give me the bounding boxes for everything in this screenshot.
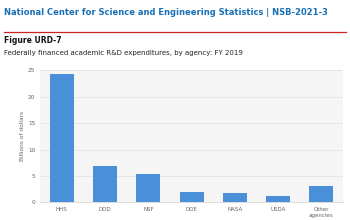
Bar [50,74,74,202]
Bar [180,192,203,202]
Bar [223,193,247,202]
Text: National Center for Science and Engineering Statistics | NSB-2021-3: National Center for Science and Engineer… [4,8,328,17]
Bar [93,167,117,202]
Bar [136,174,160,202]
Text: Federally financed academic R&D expenditures, by agency: FY 2019: Federally financed academic R&D expendit… [4,50,243,55]
Bar [266,196,290,202]
Bar [309,185,333,202]
Y-axis label: Billions of dollars: Billions of dollars [20,111,25,161]
Text: Figure URD-7: Figure URD-7 [4,36,62,45]
